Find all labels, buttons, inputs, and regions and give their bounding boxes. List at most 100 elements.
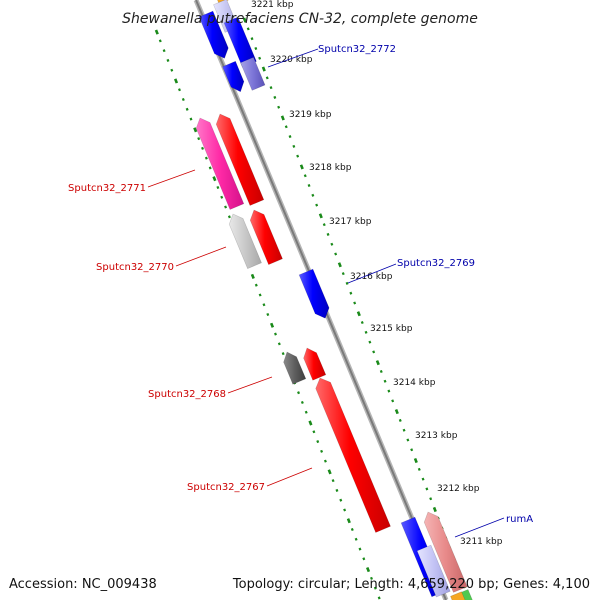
tick-mark — [216, 185, 220, 189]
tick-mark — [170, 68, 174, 72]
gene-pink-2771[interactable] — [195, 117, 245, 210]
tick-mark — [358, 547, 362, 551]
tick-mark — [246, 27, 250, 31]
tick-mark — [292, 144, 296, 148]
tick-mark — [383, 379, 387, 383]
tick-mark — [398, 418, 402, 422]
gene-red-2767[interactable] — [315, 377, 391, 533]
tick-mark — [258, 293, 262, 297]
label-sputcn32-2772[interactable]: Sputcn32_2772 — [318, 44, 396, 55]
tick-mark — [280, 115, 285, 121]
tick-mark — [308, 420, 313, 426]
tick-mark — [326, 232, 330, 236]
tick-mark — [185, 107, 189, 111]
tick-mark — [375, 360, 380, 366]
tick-mark — [284, 125, 288, 129]
tick-mark — [277, 342, 281, 346]
tick-mark — [262, 303, 266, 307]
tick-mark — [288, 135, 292, 139]
gene-blue-top-a[interactable] — [198, 10, 229, 59]
label-sputcn32-2769[interactable]: Sputcn32_2769 — [397, 258, 475, 269]
tick-mark — [162, 49, 166, 53]
tick-mark — [360, 321, 364, 325]
gene-red-2768[interactable] — [303, 347, 327, 381]
tick-tracks — [154, 17, 471, 600]
tick-mark — [343, 508, 347, 512]
tick-mark — [166, 58, 170, 62]
gene-blue-2769[interactable] — [298, 268, 330, 319]
tick-mark — [432, 506, 437, 513]
tick-mark — [212, 176, 217, 182]
gene-red-2771[interactable] — [215, 113, 265, 206]
tick-mark — [193, 127, 198, 133]
tick-mark — [413, 457, 418, 464]
tick-mark — [311, 193, 315, 197]
tick-mark — [254, 283, 258, 287]
gene-blue-2772[interactable] — [222, 60, 245, 93]
tick-mark — [345, 281, 349, 285]
gene-red-2770[interactable] — [249, 209, 283, 265]
tick-mark — [410, 448, 414, 452]
gene-salmon-ruma[interactable] — [423, 511, 468, 593]
tick-mark — [307, 183, 311, 188]
tick-mark — [417, 467, 421, 471]
label-sputcn32-2771[interactable]: Sputcn32_2771 — [68, 183, 146, 194]
tick-mark — [406, 438, 410, 442]
tick-mark — [373, 586, 377, 590]
tick-mark — [254, 46, 258, 50]
tick-mark — [304, 410, 308, 414]
kbp-label: 3220 kbp — [270, 55, 313, 65]
tick-mark — [315, 203, 319, 207]
kbp-label: 3218 kbp — [309, 163, 352, 173]
tick-mark — [341, 272, 345, 276]
kbp-label: 3211 kbp — [460, 537, 503, 547]
tick-mark — [261, 66, 266, 72]
gene-paleblue-ruma[interactable] — [416, 544, 451, 598]
tick-mark — [337, 262, 342, 268]
tick-mark — [242, 17, 247, 23]
tick-mark — [349, 291, 353, 295]
tick-mark — [224, 205, 228, 209]
gene-purple-2772[interactable] — [240, 56, 266, 91]
kbp-label: 3215 kbp — [370, 324, 413, 334]
tick-mark — [356, 311, 361, 317]
tick-mark — [429, 497, 433, 501]
tick-mark — [274, 332, 277, 336]
tick-mark — [269, 86, 273, 90]
tick-mark — [299, 164, 304, 170]
label-sputcn32-2768[interactable]: Sputcn32_2768 — [148, 389, 226, 400]
tick-mark — [372, 350, 376, 354]
tick-mark — [327, 469, 332, 475]
tick-mark — [181, 98, 185, 102]
tick-mark — [346, 518, 351, 524]
gene-darkgray-2768[interactable] — [283, 351, 307, 385]
tick-mark — [266, 312, 270, 317]
tick-mark — [281, 352, 285, 356]
tick-mark — [250, 273, 255, 279]
tick-mark — [270, 322, 275, 328]
accession-text: Accession: NC_009438 — [9, 577, 157, 592]
tick-mark — [364, 330, 368, 334]
tick-mark — [178, 88, 181, 92]
tick-mark — [273, 95, 277, 99]
tick-mark — [421, 477, 425, 481]
label-ruma[interactable]: rumA — [506, 514, 533, 525]
tick-mark — [339, 498, 343, 502]
tick-mark — [158, 39, 162, 43]
gene-orange-bottom[interactable] — [450, 591, 466, 600]
tick-mark — [204, 156, 208, 160]
kbp-label: 3214 kbp — [393, 378, 436, 388]
label-sputcn32-2770[interactable]: Sputcn32_2770 — [96, 262, 174, 273]
tick-mark — [335, 488, 339, 492]
tick-mark — [277, 105, 281, 109]
kbp-label: 3217 kbp — [329, 217, 372, 227]
tick-mark — [322, 223, 326, 227]
tick-mark — [350, 527, 354, 532]
label-sputcn32-2767[interactable]: Sputcn32_2767 — [187, 482, 265, 493]
tick-mark — [208, 166, 212, 170]
map-title: Shewanella putrefaciens CN-32, complete … — [122, 11, 478, 27]
tick-mark — [320, 449, 324, 453]
genome-summary-text: Topology: circular; Length: 4,659,220 bp… — [232, 577, 590, 592]
gene-lightgray-2770[interactable] — [228, 213, 262, 269]
